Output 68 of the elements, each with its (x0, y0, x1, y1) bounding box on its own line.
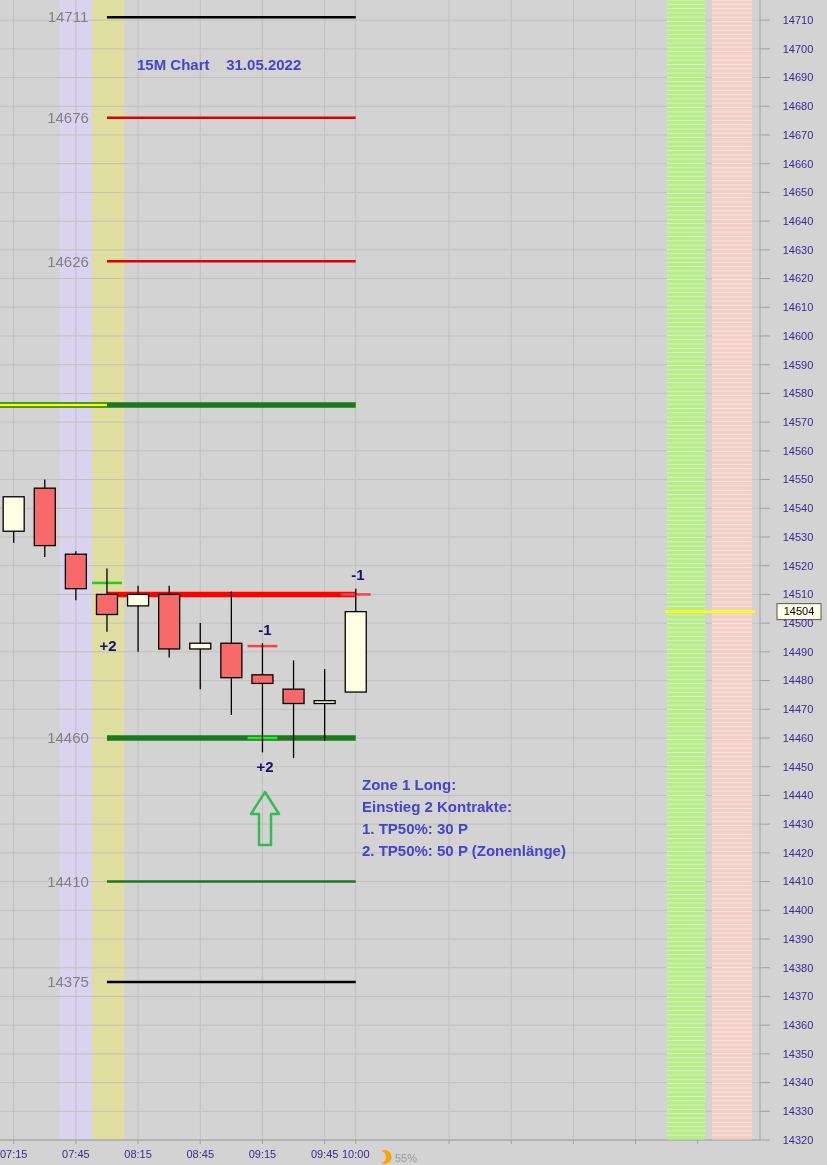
y-tick-label: 14420 (782, 846, 814, 859)
x-tick-label: 08:45 (186, 1148, 215, 1160)
y-tick-label: 14400 (782, 904, 814, 917)
y-tick-label: 14650 (782, 186, 814, 199)
y-tick-label: 14370 (782, 990, 814, 1003)
y-tick-label: 14340 (782, 1076, 814, 1089)
y-tick-label: 14380 (782, 961, 814, 974)
y-tick-label: 14630 (782, 243, 814, 256)
annotation: 2. TP50%: 50 P (Zonenlänge) (362, 842, 566, 859)
y-tick-label: 14550 (782, 473, 814, 486)
y-tick-label: 14470 (782, 703, 814, 716)
y-tick-label: 14460 (782, 731, 814, 744)
y-tick-label: 14540 (782, 502, 814, 515)
y-tick-label: 14610 (782, 301, 814, 314)
ref-line-label: 14504 (783, 605, 815, 618)
annotation: Zone 1 Long: (362, 776, 457, 793)
y-tick-label: 14530 (782, 530, 814, 543)
y-tick-label: 14600 (782, 329, 814, 342)
y-tick-label: 14430 (782, 817, 814, 830)
y-tick-label: 14330 (782, 1105, 814, 1118)
candlestick (282, 659, 305, 759)
series-label: 14460 (47, 729, 89, 747)
y-tick-label: 14350 (782, 1047, 814, 1060)
y-tick-label: 14700 (782, 42, 814, 55)
y-tick-label: 14520 (782, 559, 814, 572)
y-tick-label: 14680 (782, 100, 814, 113)
series-label: 14375 (47, 973, 89, 991)
x-tick-label: 07:15 (0, 1148, 28, 1160)
x-tick-label: 07:45 (62, 1148, 90, 1160)
y-tick-label: 14480 (782, 674, 814, 687)
candlestick (313, 668, 336, 742)
y-tick-label: 14710 (782, 13, 814, 26)
series-label: 14711 (47, 8, 89, 26)
x-tick-label: 09:15 (248, 1148, 277, 1160)
series-label: 14410 (47, 872, 89, 890)
y-tick-label: 14390 (782, 932, 814, 945)
y-tick-label: 14510 (782, 588, 814, 601)
y-tick-label: 14660 (782, 157, 814, 170)
y-tick-label: 14670 (782, 128, 814, 141)
annotation: Einstieg 2 Kontrakte: (362, 798, 513, 815)
y-tick-label: 14580 (782, 387, 814, 400)
annotation: -1 (258, 621, 272, 639)
y-tick-label: 14690 (782, 71, 814, 84)
series-label: 14626 (47, 252, 89, 270)
y-tick-label: 14640 (782, 214, 814, 227)
x-tick-label: 09:45 (310, 1148, 339, 1160)
x-tick-label: 10:00 (341, 1148, 370, 1160)
y-tick-label: 14450 (782, 760, 814, 773)
annotation: +2 (256, 758, 274, 776)
y-tick-label: 14560 (782, 444, 814, 457)
y-tick-label: 14500 (782, 616, 814, 629)
y-tick-label: 14320 (782, 1133, 814, 1146)
text: 55% (395, 1152, 418, 1164)
y-tick-label: 14620 (782, 272, 814, 285)
y-tick-label: 14570 (782, 415, 814, 428)
text: 15M Chart 31.05.2022 (137, 56, 302, 73)
annotation: +2 (99, 637, 117, 655)
candlestick (126, 585, 150, 653)
y-tick-label: 14590 (782, 358, 814, 371)
series-label: 14676 (47, 108, 89, 126)
y-tick-label: 14410 (782, 875, 814, 888)
y-tick-label: 14440 (782, 789, 814, 802)
annotation: 1. TP50%: 30 P (362, 820, 468, 837)
annotation: -1 (351, 566, 365, 584)
x-tick-label: 08:15 (124, 1148, 152, 1160)
candlestick (189, 622, 212, 690)
y-tick-label: 14360 (782, 1018, 814, 1031)
y-tick-label: 14490 (782, 645, 814, 658)
